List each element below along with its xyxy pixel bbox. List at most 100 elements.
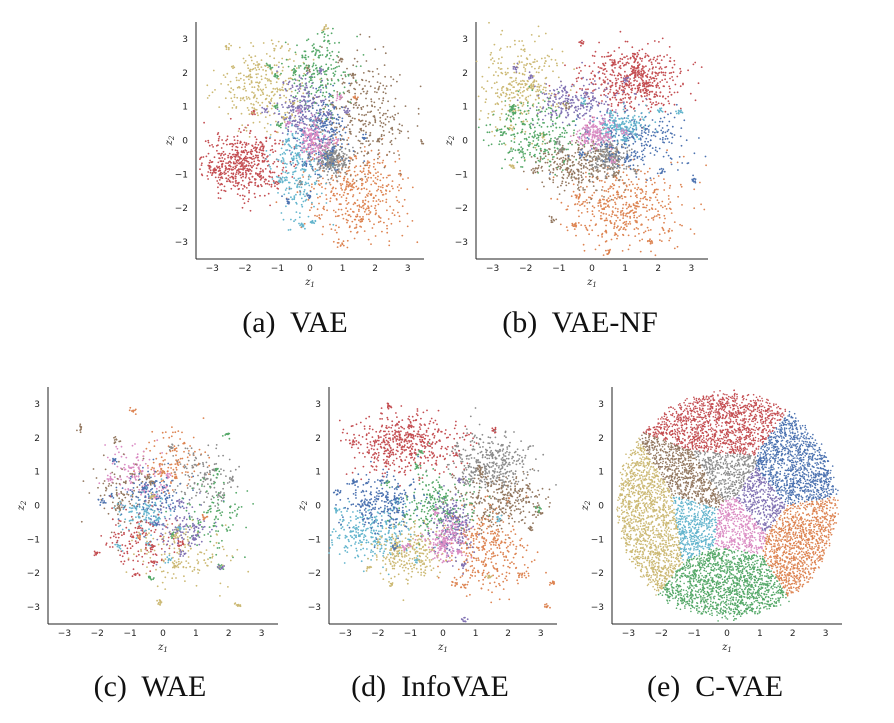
region-purple (736, 467, 786, 532)
x-tick-label: 2 (372, 264, 378, 274)
x-tick-label: 1 (622, 264, 628, 274)
region-red (642, 389, 787, 456)
y-tick-label: 1 (34, 468, 40, 478)
x-tick-label: −2 (519, 264, 532, 274)
x-tick-label: 1 (340, 264, 346, 274)
scatter-plot-e: −3 −2 −1 0 1 2 3 −3 −2 −1 0 1 2 3 z1 z2 (580, 387, 842, 654)
y-tick-label: 3 (462, 35, 468, 45)
y-axis-label: z2 (580, 500, 592, 511)
x-tick-label: −3 (206, 264, 219, 274)
x-tick-label: −2 (371, 629, 384, 639)
y-tick-label: 1 (598, 468, 604, 478)
x-tick-label: 3 (823, 629, 829, 639)
y-tick-label: 2 (315, 434, 321, 444)
cluster-green (265, 27, 365, 129)
panel-b: −3 −2 −1 0 1 2 3 −3 −2 −1 0 1 2 3 z1 z2 (440, 18, 715, 293)
cluster-purple (138, 492, 226, 571)
cluster-gray (158, 443, 241, 536)
x-tick-label: −3 (486, 264, 499, 274)
y-tick-label: 3 (598, 400, 604, 410)
x-tick-label: −1 (271, 264, 284, 274)
y-tick-label: 2 (34, 434, 40, 444)
x-axis-label: z1 (157, 642, 168, 654)
caption-d: (d) InfoVAE (320, 670, 540, 704)
x-tick-label: 3 (405, 264, 411, 274)
x-axis-label: z1 (721, 642, 732, 654)
region-blue (755, 410, 839, 505)
y-tick-label: 1 (182, 103, 188, 113)
cluster-brown (442, 464, 551, 539)
y-tick-label: −1 (308, 535, 321, 545)
y-tick-label: −3 (175, 238, 188, 248)
x-tick-label: −2 (238, 264, 251, 274)
x-tick-label: 1 (473, 629, 479, 639)
y-tick-label: −2 (591, 569, 604, 579)
y-tick-label: −3 (591, 603, 604, 613)
x-tick-label: 1 (757, 629, 763, 639)
x-axis-label: z1 (586, 277, 597, 289)
region-pink (714, 497, 767, 554)
y-tick-label: −2 (455, 204, 468, 214)
y-tick-label: 3 (182, 35, 188, 45)
cluster-orange (275, 95, 419, 249)
x-tick-label: −2 (655, 629, 668, 639)
panel-a: −3 −2 −1 0 1 2 3 −3 −2 −1 0 1 2 3 z1 z2 (160, 18, 430, 293)
x-tick-label: −3 (339, 629, 352, 639)
x-tick-label: 0 (307, 264, 313, 274)
scatter-plot-a: −3 −2 −1 0 1 2 3 −3 −2 −1 0 1 2 3 z1 z2 (164, 22, 425, 289)
cluster-red (548, 30, 703, 129)
cluster-brown (522, 102, 626, 224)
y-tick-label: −2 (27, 569, 40, 579)
x-tick-label: 2 (226, 629, 232, 639)
x-tick-label: −3 (622, 629, 635, 639)
x-tick-label: 2 (505, 629, 511, 639)
cluster-purple (512, 61, 647, 135)
panel-d: −3 −2 −1 0 1 2 3 −3 −2 −1 0 1 2 3 z1 z2 (293, 383, 563, 658)
y-tick-label: 1 (462, 103, 468, 113)
y-tick-label: 0 (182, 137, 188, 147)
cluster-blue (549, 103, 707, 184)
scatter-plot-b: −3 −2 −1 0 1 2 3 −3 −2 −1 0 1 2 3 z1 z2 (444, 21, 708, 289)
scatter-plot-d: −3 −2 −1 0 1 2 3 −3 −2 −1 0 1 2 3 z1 z2 (297, 387, 557, 654)
y-tick-label: −3 (455, 238, 468, 248)
y-tick-label: 2 (598, 434, 604, 444)
caption-a: (a) VAE (190, 306, 400, 340)
y-axis-label: z2 (444, 135, 456, 146)
x-tick-label: 0 (724, 629, 730, 639)
cluster-cyan (580, 97, 684, 146)
cluster-pink (285, 93, 344, 165)
cluster-gray (425, 407, 557, 508)
region-gray (694, 450, 757, 501)
x-tick-label: 1 (193, 629, 199, 639)
y-tick-label: 3 (34, 400, 40, 410)
y-tick-label: −1 (175, 170, 188, 180)
y-axis-label: z2 (164, 135, 176, 146)
x-tick-label: −1 (124, 629, 137, 639)
x-tick-label: −2 (91, 629, 104, 639)
y-tick-label: −3 (308, 603, 321, 613)
x-tick-label: 2 (655, 264, 661, 274)
cluster-red (338, 402, 497, 497)
y-tick-label: 2 (462, 69, 468, 79)
scatter-plot-c: −3 −2 −1 0 1 2 3 −3 −2 −1 0 1 2 3 z1 z2 (16, 387, 278, 654)
x-tick-label: 0 (589, 264, 595, 274)
region-green (657, 547, 790, 622)
x-axis-label: z1 (304, 277, 315, 289)
x-tick-label: 2 (790, 629, 796, 639)
cluster-pink (98, 439, 172, 506)
y-tick-label: −2 (175, 204, 188, 214)
y-tick-label: −1 (27, 535, 40, 545)
x-tick-label: 0 (160, 629, 166, 639)
y-axis-label: z2 (297, 500, 309, 511)
y-tick-label: 1 (315, 468, 321, 478)
x-tick-label: 0 (440, 629, 446, 639)
cluster-pink (401, 506, 473, 564)
x-tick-label: 3 (689, 264, 695, 274)
caption-b: (b) VAE-NF (470, 306, 690, 340)
y-axis-label: z2 (16, 500, 28, 511)
caption-e: (e) C-VAE (605, 670, 825, 704)
region-olive (616, 437, 683, 596)
cluster-olive (125, 492, 250, 608)
cluster-purple (261, 66, 351, 156)
cluster-red (199, 109, 302, 212)
